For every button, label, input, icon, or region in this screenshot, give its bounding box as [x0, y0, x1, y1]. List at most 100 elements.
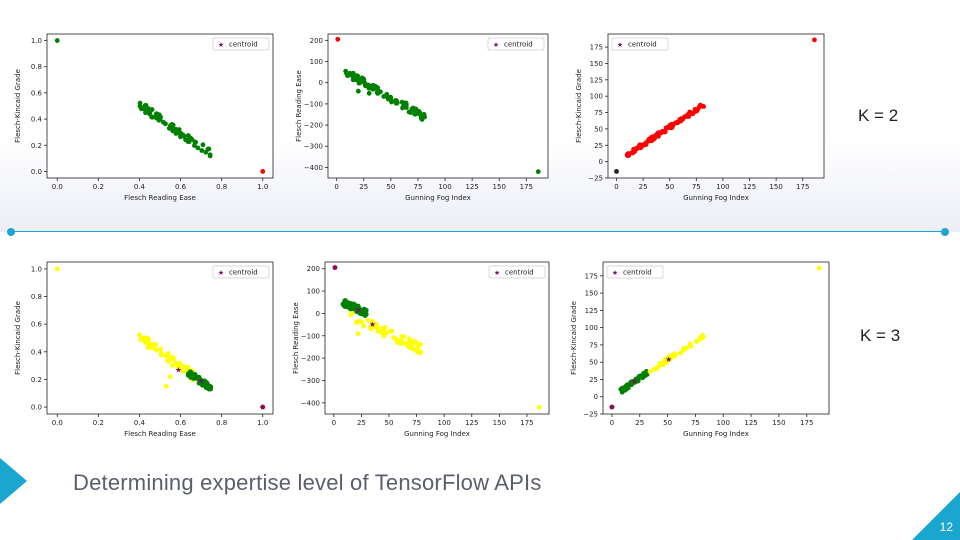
centroid-star: ★ [259, 403, 266, 412]
y-tick-label: 1.0 [31, 37, 42, 45]
point-green [355, 88, 361, 94]
point-green [361, 308, 367, 314]
point-yellow [167, 374, 173, 380]
k2-label: K = 2 [858, 106, 899, 125]
x-tick-label: 0.4 [134, 183, 146, 191]
point-yellow [166, 358, 172, 364]
x-tick-label: 175 [520, 183, 533, 191]
point-green [412, 111, 418, 117]
x-tick-label: 175 [520, 419, 533, 427]
legend-centroid-icon: ★ [493, 41, 499, 49]
x-axis-label: Flesch Reading Ease [124, 194, 196, 202]
point-red [700, 103, 705, 109]
y-axis-label: Flesch Reading Ease [292, 302, 300, 374]
x-tick-label: 50 [663, 419, 672, 427]
chart-k3-gunning-vs-flesch-reading: 0 25 50 75 100 125 150 175 −400 −300 −200 −100 0 100 2… [292, 261, 550, 438]
x-tick-label: 0 [614, 183, 618, 191]
point-red [674, 120, 680, 126]
point-green [640, 374, 646, 380]
point-green [149, 114, 155, 120]
y-tick-label: 25 [589, 376, 598, 384]
point-yellow [185, 365, 191, 370]
point-green [366, 90, 372, 96]
x-tick-label: 0.0 [52, 419, 63, 427]
point-green [203, 149, 209, 155]
point-green [146, 106, 152, 112]
point-green [366, 85, 372, 91]
point-green [192, 143, 197, 148]
centroid-star: ★ [665, 355, 672, 364]
x-axis-label: Gunning Fog Index [405, 194, 471, 202]
x-tick-label: 0.0 [52, 183, 63, 191]
chart-k3-gunning-vs-kincaid: 0 25 50 75 100 125 150 175 −25 0 25 50 75 100 125 150 17… [570, 261, 830, 438]
point-yellow [170, 355, 176, 361]
legend-label: centroid [628, 41, 657, 49]
point-green [635, 378, 641, 384]
scatter-points [335, 36, 541, 175]
x-tick-label: 0.4 [134, 419, 146, 427]
y-axis-label: Flesch-Kincaid Grade [14, 69, 22, 143]
point-red [678, 117, 684, 123]
section-divider [11, 231, 945, 232]
y-tick-label: 50 [594, 125, 603, 133]
point-crimson [260, 404, 266, 410]
point-red [624, 153, 630, 158]
y-tick-label: 100 [310, 58, 323, 66]
point-green [170, 122, 176, 128]
point-yellow [54, 266, 60, 272]
chart-k2-gunning-vs-kincaid: 0 25 50 75 100 125 150 175 −25 0 25 50 75 100 125 150 17… [575, 33, 825, 202]
legend-centroid-icon: ★ [218, 269, 224, 277]
x-tick-label: 0 [332, 419, 336, 427]
y-tick-label: −100 [301, 332, 320, 340]
point-yellow [355, 331, 361, 336]
point-yellow [406, 336, 412, 342]
point-yellow [375, 328, 381, 334]
point-yellow [393, 336, 399, 342]
point-green [375, 85, 381, 91]
x-tick-label: 175 [800, 419, 813, 427]
point-yellow [354, 319, 360, 325]
y-tick-label: 0 [599, 158, 603, 166]
x-tick-label: 0.8 [216, 183, 227, 191]
x-tick-label: 75 [413, 183, 422, 191]
y-axis-label: Flesch Reading Ease [295, 70, 303, 142]
point-green [166, 125, 172, 131]
plot-area [327, 33, 549, 179]
point-red [812, 37, 817, 43]
x-tick-label: 125 [465, 183, 478, 191]
legend-label: centroid [505, 269, 534, 277]
point-green [355, 303, 361, 309]
y-tick-label: 100 [590, 93, 603, 101]
point-green [147, 110, 153, 115]
x-tick-label: 125 [744, 419, 757, 427]
x-tick-label: 75 [412, 419, 421, 427]
y-tick-label: 0.2 [31, 376, 42, 384]
plot-area [46, 33, 274, 179]
x-tick-label: 100 [717, 419, 730, 427]
point-green [176, 127, 182, 132]
point-yellow [370, 320, 376, 326]
x-tick-label: 175 [796, 183, 809, 191]
point-red [695, 107, 700, 113]
legend-box [212, 265, 270, 279]
point-crimson [609, 404, 615, 410]
point-green [192, 371, 198, 377]
point-green [141, 106, 147, 112]
x-tick-label: 0.2 [93, 183, 104, 191]
y-axis-label: Flesch-Kincaid Grade [575, 69, 583, 143]
scatter-points [614, 37, 817, 174]
point-yellow [688, 343, 694, 349]
x-tick-label: 100 [716, 183, 729, 191]
point-green [342, 304, 348, 309]
point-red [681, 114, 687, 120]
point-green [350, 306, 356, 312]
plot-area [324, 261, 550, 415]
scatter-points [609, 265, 822, 410]
point-green [54, 38, 60, 43]
point-green [188, 375, 194, 380]
y-tick-label: 150 [585, 290, 598, 298]
scatter-points [54, 266, 266, 410]
point-yellow [816, 265, 822, 271]
point-red [260, 169, 266, 174]
y-tick-label: 0.6 [31, 321, 43, 329]
